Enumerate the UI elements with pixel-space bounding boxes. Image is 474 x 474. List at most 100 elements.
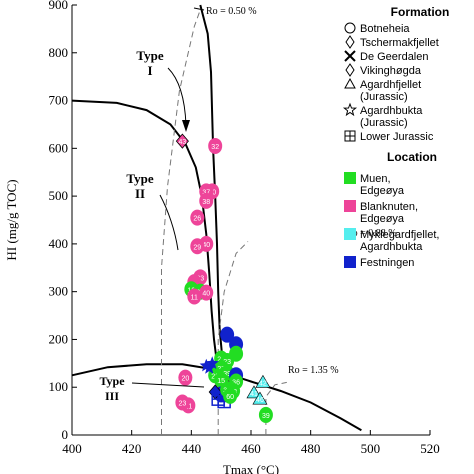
point-marker [205,356,219,369]
legend-location-item: Muen,Edgeøya [344,172,405,197]
legend-location-label: Blanknuten, [360,201,418,213]
data-point [199,358,213,372]
legend-location-label-2: Edgeøya [360,213,405,225]
data-point: 26 [190,209,205,226]
type-ii-label: Type [126,171,153,186]
data-point: 42 [255,374,271,388]
x-tick-label: 480 [301,441,321,456]
point-label: 23 [223,359,231,366]
type-iii-numeral: III [105,389,119,403]
point-label: 26 [193,216,201,223]
legend-formation-label: Tschermakfjellet [360,37,439,49]
legend-location-label: Festningen [360,257,414,269]
legend-formation-title: Formation [391,5,450,19]
legend-swatch [344,228,356,240]
data-point: 39 [258,406,273,423]
ro-050-line [161,9,201,435]
x-axis-label: Tmax (°C) [223,462,279,474]
point-label: 32 [211,144,219,151]
point-label: 20 [181,376,189,383]
data-point: 11 [187,288,202,305]
legend-location-label-2: Edgeøya [360,185,405,197]
point-marker [190,238,205,255]
legend-formation-label-2: (Jurassic) [360,91,408,103]
star-icon [342,102,358,117]
y-tick-label: 400 [49,236,69,251]
point-label: 39 [223,371,231,378]
ro-050-label: Ro = 0.50 % [206,6,257,17]
point-label: 46 [256,397,264,404]
type-iii-label: Type [99,374,125,388]
legend-formation-label: Lower Jurassic [360,131,434,143]
legend-formation-label: Vikinghøgda [360,65,422,77]
type-i-numeral: I [147,63,152,78]
data-point: 41 [246,385,262,399]
data-points: 4332403738264029331329114022232739201536… [175,133,273,423]
point-label: 40 [202,242,210,249]
y-tick-label: 0 [62,427,69,442]
data-point: 43 [175,133,189,149]
data-point: 32 [208,137,223,154]
legend: Formation Botneheia Tschermakfjellet De Gee… [342,5,450,269]
data-point: 46 [252,391,268,405]
x-icon [344,50,356,62]
legend-formation-item: Tschermakfjellet [345,35,439,49]
data-point: 38 [199,192,214,209]
legend-formation-item: Vikinghøgda [345,63,422,77]
data-point [220,326,235,343]
x-tick-label: 500 [361,441,381,456]
legend-location-item: Myklegardfjellet,Agardhbukta [344,228,439,253]
legend-swatch [344,200,356,212]
data-point: 29 [190,238,205,255]
boxed-plus-cross [345,131,355,141]
legend-formation-label: Botneheia [360,23,410,35]
legend-formation-label: Agardhbukta [360,105,423,117]
point-marker [175,133,189,149]
legend-formation-item: De Geerdalen [344,50,429,63]
type-iii-arrow [131,382,205,388]
ro-050-pointer [193,7,205,11]
legend-formation-item: Agardhfjellet(Jurassic) [344,77,421,103]
x-tick-label: 460 [241,441,261,456]
type-ii-arrow [159,194,179,251]
x-tick-label: 420 [122,441,142,456]
legend-location-title: Location [387,150,437,164]
triangle-icon [344,77,356,89]
legend-location-item: Festningen [344,256,414,269]
data-point: 60 [223,387,238,404]
y-tick-label: 900 [49,0,69,12]
y-tick-label: 800 [49,45,69,60]
point-label: 40 [202,291,210,298]
type-i-arrow [167,67,187,126]
ro-135-label: Ro = 1.35 % [288,365,339,376]
diamond-icon [345,63,355,77]
point-label: 36 [232,379,240,386]
point-marker [220,326,235,343]
point-label: 21 [184,403,192,410]
point-label: 29 [193,244,201,251]
point-marker [199,284,214,301]
point-label: 23 [178,401,186,408]
x-tick-label: 440 [182,441,202,456]
point-marker [187,288,202,305]
point-marker [223,387,238,404]
data-point: 23 [175,394,190,411]
type-i-arrowhead [182,120,190,132]
diamond-icon [345,35,355,49]
legend-location-item: Blanknuten,Edgeøya [344,200,418,225]
legend-formation-item: Botneheia [344,22,410,35]
legend-formation-label-2: (Jurassic) [360,117,408,129]
point-label: 42 [259,380,267,387]
type-ii-numeral: II [135,186,145,201]
point-marker [252,391,268,405]
point-marker [208,137,223,154]
legend-location-label-2: Agardhbukta [360,241,423,253]
point-marker [190,209,205,226]
data-point: 40 [199,284,214,301]
point-marker [255,374,271,388]
legend-location-label: Myklegardfjellet, [360,229,439,241]
y-tick-label: 500 [49,188,69,203]
y-axis-label: HI (mg/g TOC) [4,179,19,260]
